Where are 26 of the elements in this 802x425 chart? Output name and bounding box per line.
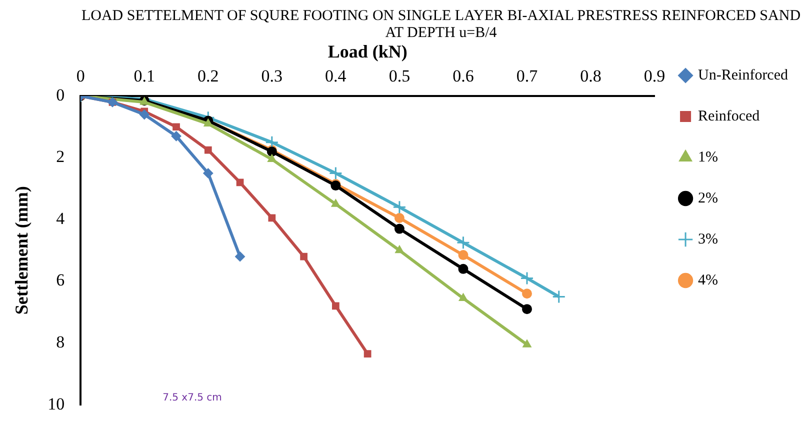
legend-label: 4% bbox=[698, 272, 718, 288]
legend-label: 3% bbox=[698, 231, 718, 248]
y-tick-label: 6 bbox=[56, 270, 65, 290]
x-tick-label: 0.8 bbox=[580, 66, 602, 86]
y-tick-label: 10 bbox=[48, 394, 65, 414]
y-tick-label: 0 bbox=[56, 85, 65, 104]
annotation: 7.5 x7.5 cm bbox=[162, 392, 222, 404]
x-tick-label: 0.2 bbox=[198, 66, 219, 86]
y-tick-label: 8 bbox=[56, 332, 65, 352]
y-tick-label: 4 bbox=[56, 208, 66, 228]
x-tick-label: 0.6 bbox=[452, 66, 474, 86]
legend-label: 2% bbox=[698, 190, 718, 206]
legend-label: 1% bbox=[698, 149, 718, 166]
x-tick-label: 0.3 bbox=[261, 66, 283, 86]
chart-title: LOAD SETTELMENT OF SQURE FOOTING ON SINGLE LAYER BI-AXIAL PRESTRESS REINFORCED SAND AT DEPTH u=B/4 bbox=[80, 7, 802, 42]
legend-label: Reinfoced bbox=[698, 108, 760, 124]
x-axis-title: Load (kN) bbox=[328, 41, 408, 62]
x-tick-label: 0.1 bbox=[134, 66, 155, 86]
x-tick-label: 0.4 bbox=[325, 66, 347, 86]
x-tick-label: 0.9 bbox=[644, 66, 666, 86]
x-tick-label: 0 bbox=[76, 66, 85, 86]
y-tick-label: 2 bbox=[56, 147, 65, 166]
legend-label: Un-Reinforced bbox=[698, 67, 788, 84]
y-axis-title: Settlement (mm) bbox=[11, 186, 32, 315]
x-tick-label: 0.7 bbox=[516, 66, 538, 86]
x-tick-label: 0.5 bbox=[388, 66, 410, 86]
